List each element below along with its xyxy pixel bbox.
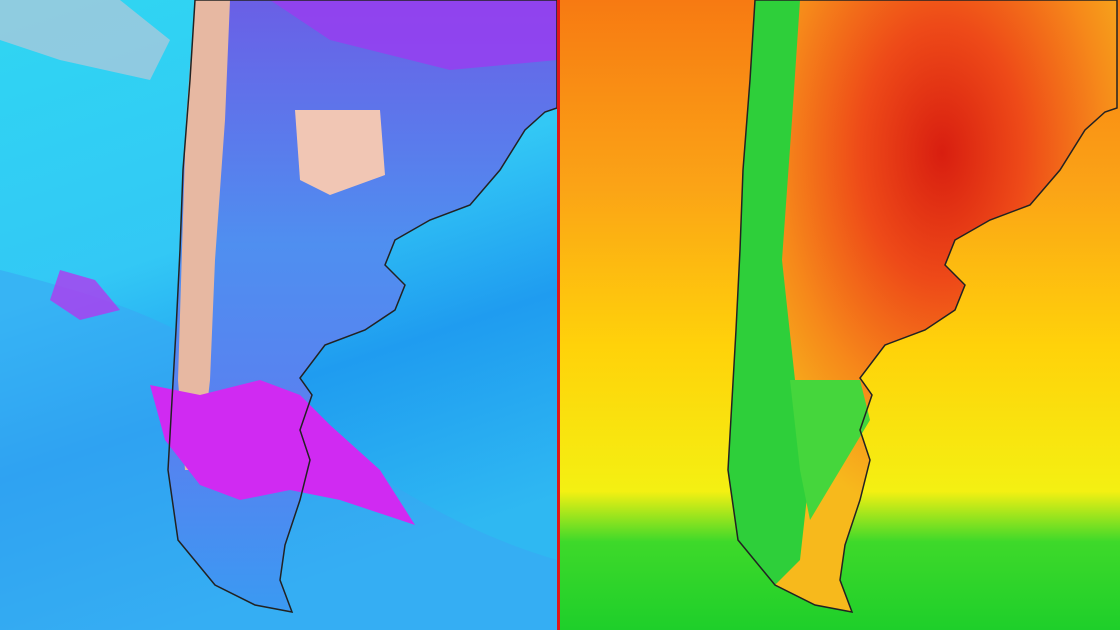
dry-area (0, 0, 170, 80)
divider (557, 0, 560, 630)
rain-band (270, 0, 557, 70)
precipitation-map (0, 0, 558, 630)
temperature-map (560, 0, 1120, 630)
rain-cell (50, 270, 120, 320)
andes-dry (178, 0, 230, 470)
patagonia-cool (790, 380, 870, 520)
andes-cool (728, 0, 810, 585)
dry-patch (295, 110, 385, 195)
heavy-rain (150, 380, 415, 525)
